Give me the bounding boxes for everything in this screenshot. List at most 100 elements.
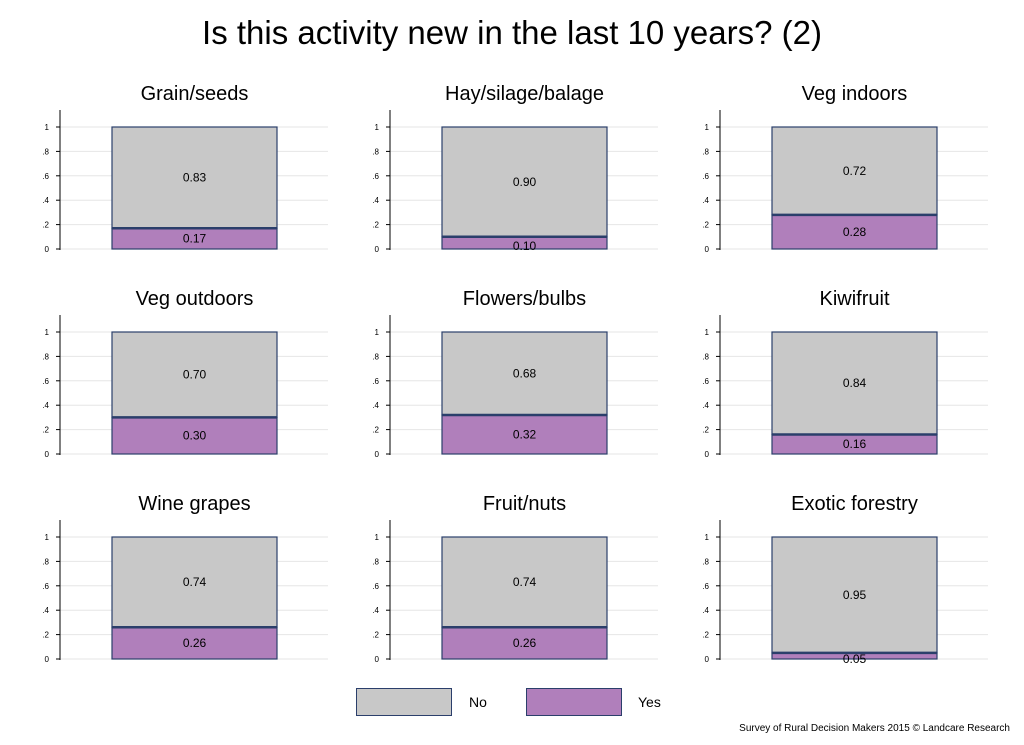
bar-no bbox=[111, 536, 278, 628]
bar-no bbox=[111, 126, 278, 229]
panel-title: Fruit/nuts bbox=[483, 493, 566, 515]
data-label-no: 0.95 bbox=[843, 588, 867, 602]
y-tick-label: 1 bbox=[45, 533, 50, 542]
y-tick-label: .6 bbox=[42, 582, 49, 591]
y-tick-label: 0 bbox=[375, 245, 380, 254]
y-tick-label: 0 bbox=[45, 450, 50, 459]
y-tick-label: .2 bbox=[42, 426, 49, 435]
y-tick-label: .4 bbox=[372, 606, 379, 615]
legend-no-label: No bbox=[469, 694, 487, 710]
y-tick-label: 0 bbox=[705, 655, 710, 664]
y-tick-label: 1 bbox=[45, 328, 50, 337]
y-tick-label: 1 bbox=[375, 328, 380, 337]
y-tick-label: .2 bbox=[372, 631, 379, 640]
data-label-yes: 0.10 bbox=[513, 239, 537, 253]
y-tick-label: .2 bbox=[702, 631, 709, 640]
bar-yes bbox=[111, 416, 278, 455]
y-tick-label: .6 bbox=[42, 377, 49, 386]
y-tick-label: .8 bbox=[372, 352, 379, 361]
data-label-no: 0.74 bbox=[183, 575, 207, 589]
data-label-yes: 0.26 bbox=[513, 636, 537, 650]
source-credit: Survey of Rural Decision Makers 2015 © L… bbox=[739, 723, 1010, 734]
y-tick-label: .6 bbox=[702, 582, 709, 591]
bar-yes bbox=[441, 626, 608, 660]
bar-yes bbox=[441, 414, 608, 455]
y-tick-label: .6 bbox=[372, 582, 379, 591]
y-tick-label: 0 bbox=[375, 450, 380, 459]
panel-title: Hay/silage/balage bbox=[445, 83, 604, 105]
data-label-no: 0.72 bbox=[843, 164, 867, 178]
data-label-yes: 0.26 bbox=[183, 636, 207, 650]
data-label-no: 0.84 bbox=[843, 376, 867, 390]
y-tick-label: 0 bbox=[705, 245, 710, 254]
panel-title: Veg indoors bbox=[802, 83, 908, 105]
data-label-no: 0.90 bbox=[513, 175, 537, 189]
y-tick-label: 1 bbox=[375, 533, 380, 542]
y-tick-label: 0 bbox=[45, 245, 50, 254]
y-tick-label: .8 bbox=[702, 557, 709, 566]
y-tick-label: .8 bbox=[42, 557, 49, 566]
legend-yes-label: Yes bbox=[638, 694, 661, 710]
bar-no bbox=[111, 331, 278, 419]
legend-yes-swatch bbox=[526, 688, 622, 716]
y-tick-label: .2 bbox=[702, 426, 709, 435]
data-label-yes: 0.17 bbox=[183, 232, 207, 246]
y-tick-label: .8 bbox=[702, 147, 709, 156]
data-label-yes: 0.05 bbox=[843, 652, 867, 666]
bar-yes bbox=[771, 214, 938, 250]
y-tick-label: .4 bbox=[702, 196, 709, 205]
data-label-no: 0.74 bbox=[513, 575, 537, 589]
y-tick-label: .4 bbox=[372, 401, 379, 410]
y-tick-label: .6 bbox=[372, 172, 379, 181]
data-label-no: 0.70 bbox=[183, 368, 207, 382]
y-tick-label: .8 bbox=[702, 352, 709, 361]
bar-yes bbox=[111, 626, 278, 660]
y-tick-label: 1 bbox=[375, 123, 380, 132]
panel-title: Grain/seeds bbox=[141, 83, 249, 105]
bar-no bbox=[771, 126, 938, 216]
y-tick-label: .2 bbox=[372, 221, 379, 230]
y-tick-label: 0 bbox=[375, 655, 380, 664]
y-tick-label: .4 bbox=[42, 196, 49, 205]
y-tick-label: .8 bbox=[42, 352, 49, 361]
data-label-no: 0.68 bbox=[513, 366, 537, 380]
y-tick-label: .4 bbox=[702, 401, 709, 410]
legend-no-swatch bbox=[356, 688, 452, 716]
bar-no bbox=[771, 331, 938, 436]
y-tick-label: .6 bbox=[702, 172, 709, 181]
bar-no bbox=[441, 331, 608, 416]
data-label-yes: 0.32 bbox=[513, 427, 537, 441]
y-tick-label: .8 bbox=[372, 557, 379, 566]
data-label-yes: 0.16 bbox=[843, 437, 867, 451]
y-tick-label: .2 bbox=[372, 426, 379, 435]
y-tick-label: 0 bbox=[705, 450, 710, 459]
y-tick-label: 0 bbox=[45, 655, 50, 664]
y-tick-label: .4 bbox=[372, 196, 379, 205]
y-tick-label: .4 bbox=[702, 606, 709, 615]
y-tick-label: .4 bbox=[42, 401, 49, 410]
panel-title: Veg outdoors bbox=[136, 288, 254, 310]
y-tick-label: .6 bbox=[702, 377, 709, 386]
y-tick-label: 1 bbox=[705, 328, 710, 337]
y-tick-label: 1 bbox=[705, 533, 710, 542]
y-tick-label: .6 bbox=[372, 377, 379, 386]
data-label-no: 0.83 bbox=[183, 171, 207, 185]
data-label-yes: 0.30 bbox=[183, 429, 207, 443]
panel-title: Exotic forestry bbox=[791, 493, 918, 515]
y-tick-label: .8 bbox=[372, 147, 379, 156]
panel-title: Wine grapes bbox=[138, 493, 250, 515]
y-tick-label: .6 bbox=[42, 172, 49, 181]
y-tick-label: .4 bbox=[42, 606, 49, 615]
panel-title: Flowers/bulbs bbox=[463, 288, 586, 310]
chart-title: Is this activity new in the last 10 year… bbox=[202, 14, 822, 51]
y-tick-label: .8 bbox=[42, 147, 49, 156]
y-tick-label: .2 bbox=[42, 631, 49, 640]
bar-no bbox=[441, 536, 608, 628]
y-tick-label: .2 bbox=[702, 221, 709, 230]
y-tick-label: 1 bbox=[45, 123, 50, 132]
y-tick-label: 1 bbox=[705, 123, 710, 132]
panel-title: Kiwifruit bbox=[819, 288, 889, 310]
bar-no bbox=[441, 126, 608, 238]
